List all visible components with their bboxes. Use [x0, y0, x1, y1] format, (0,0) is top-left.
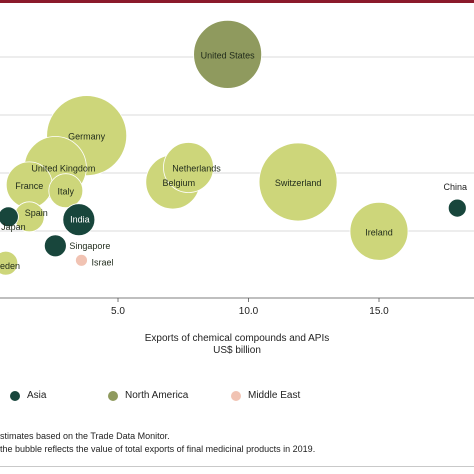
label-spain: Spain [25, 208, 48, 218]
top-rule [0, 0, 474, 3]
bubble-sweden [0, 250, 19, 276]
label-italy: Italy [58, 187, 75, 197]
x-tick-label-5.0: 5.0 [111, 306, 125, 317]
x-axis-unit: US$ billion [213, 345, 261, 356]
label-japan: Japan [1, 222, 26, 232]
legend-label-north-america: North America [125, 390, 189, 401]
x-tick-label-10.0: 10.0 [239, 306, 259, 317]
footnote-source: stimates based on the Trade Data Monitor… [0, 431, 170, 441]
legend-swatch-north-america [108, 390, 118, 401]
x-tick-label-15.0: 15.0 [369, 306, 389, 317]
label-netherlands: Netherlands [172, 164, 221, 174]
bubble-netherlands [163, 142, 214, 193]
legend-label-middle-east: Middle East [248, 390, 301, 401]
footnote-bubble-size: the bubble reflects the value of total e… [0, 444, 316, 454]
legend: Asia North America Middle East [0, 390, 474, 408]
legend-label-asia: Asia [27, 390, 47, 401]
bubble-italy [48, 173, 84, 209]
label-belgium: Belgium [163, 178, 196, 188]
label-france: France [15, 181, 43, 191]
legend-swatch-asia [10, 390, 20, 401]
label-india: India [70, 215, 90, 225]
bubble-china [447, 198, 467, 218]
legend-swatch-middle-east [231, 390, 241, 401]
label-singapore: Singapore [69, 241, 110, 251]
label-germany: Germany [68, 132, 106, 142]
bubble-japan [0, 206, 19, 228]
bubble-india [62, 203, 96, 237]
footnotes: stimates based on the Trade Data Monitor… [0, 430, 474, 456]
bubble-ireland [349, 201, 409, 261]
legend-item-asia: Asia [10, 390, 46, 401]
x-axis-label: Exports of chemical compounds and APIs [144, 333, 330, 344]
label-israel: Israel [91, 257, 113, 267]
bottom-rule [0, 466, 474, 467]
label-sweden: Sweden [0, 261, 20, 271]
label-united-kingdom: United Kingdom [31, 164, 95, 174]
label-ireland: Ireland [365, 227, 393, 237]
label-united-states: United States [201, 50, 256, 60]
legend-item-middle-east: Middle East [231, 390, 300, 401]
label-switzerland: Switzerland [275, 178, 322, 188]
bubble-singapore [43, 234, 67, 258]
bubble-united-states [193, 20, 263, 89]
bubble-israel [75, 253, 88, 267]
bubble-switzerland [258, 142, 338, 222]
label-china: China [444, 182, 468, 192]
legend-item-north-america: North America [108, 390, 188, 401]
